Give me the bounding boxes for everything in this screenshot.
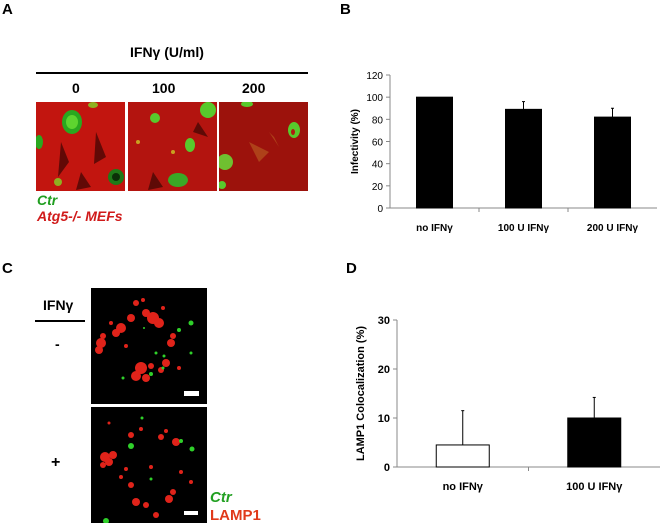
y-tick-label: 80 [372, 115, 384, 126]
panel-d-letter: D [346, 260, 357, 277]
micrograph-a-100 [128, 102, 217, 191]
micrograph-a-200-art [219, 102, 308, 191]
chart-d: 0 10 20 30 no IFNγ 100 U IFNγ LAMP1 Colocaliza… [355, 315, 660, 493]
y-tick-label: 120 [366, 71, 383, 82]
micrograph-c-minus-art [95, 298, 199, 396]
panel-c-legend-lamp: LAMP1 [210, 507, 261, 524]
chart-b: 0 20 40 60 80 100 120 no IFNγ 100 U IFNγ 200 U IF… [350, 71, 657, 234]
panel-a-col-0: 0 [72, 80, 80, 96]
micrograph-a-100-art [128, 102, 217, 191]
y-tick-label: 0 [377, 204, 383, 215]
panel-a-col-200: 200 [242, 80, 266, 96]
y-tick-label: 60 [372, 138, 384, 149]
x-category-label: no IFNγ [416, 223, 453, 234]
y-axis-label: Infectivity (%) [350, 109, 361, 174]
scale-bar [184, 511, 198, 515]
x-category-label: no IFNγ [443, 481, 484, 493]
chart-b-plot: 0 20 40 60 80 100 120 no IFNγ 100 U IFNγ 200 U IF… [350, 71, 657, 234]
bar [435, 444, 490, 468]
panel-a-letter: A [2, 1, 13, 18]
panel-a-header: IFNγ (U/ml) [130, 44, 204, 60]
x-category-label: 200 U IFNγ [587, 223, 639, 234]
panel-c-header: IFNγ [43, 297, 74, 313]
panel-a-header-rule [36, 72, 308, 74]
micrograph-c-minus [91, 288, 207, 404]
y-tick-label: 20 [378, 364, 390, 376]
y-tick-label: 20 [372, 182, 384, 193]
bar [416, 96, 453, 209]
micrograph-c-plus [91, 407, 207, 523]
y-tick-label: 40 [372, 160, 384, 171]
y-axis-label: LAMP1 Colocalization (%) [355, 326, 367, 461]
panel-b-letter: B [340, 1, 351, 18]
panel-a-legend-ctr: Ctr [37, 192, 58, 208]
micrograph-a-0-art [36, 102, 125, 191]
scale-bar [184, 391, 199, 396]
micrograph-a-0 [36, 102, 125, 191]
panel-c-letter: C [2, 260, 13, 277]
micrograph-a-200 [219, 102, 308, 191]
panel-c-legend-ctr: Ctr [210, 489, 232, 506]
chart-d-plot: 0 10 20 30 no IFNγ 100 U IFNγ LAMP1 Colocaliza… [355, 315, 660, 493]
bar [505, 108, 542, 209]
bar [567, 417, 622, 468]
y-tick-label: 30 [378, 315, 390, 327]
panel-a-legend-cells: Atg5-/- MEFs [37, 208, 123, 224]
panel-a-legend-cells-text: Atg5-/- MEFs [37, 208, 123, 224]
x-category-label: 100 U IFNγ [566, 481, 623, 493]
bar [594, 116, 631, 209]
panel-c-row-plus: + [51, 454, 61, 471]
y-tick-label: 100 [366, 93, 383, 104]
panel-c-header-rule [35, 320, 85, 322]
panel-c-row-minus: - [55, 336, 60, 352]
panel-a-col-100: 100 [152, 80, 176, 96]
micrograph-c-plus-art [100, 416, 198, 523]
y-tick-label: 0 [384, 462, 390, 474]
y-tick-label: 10 [378, 413, 390, 425]
x-category-label: 100 U IFNγ [498, 223, 550, 234]
